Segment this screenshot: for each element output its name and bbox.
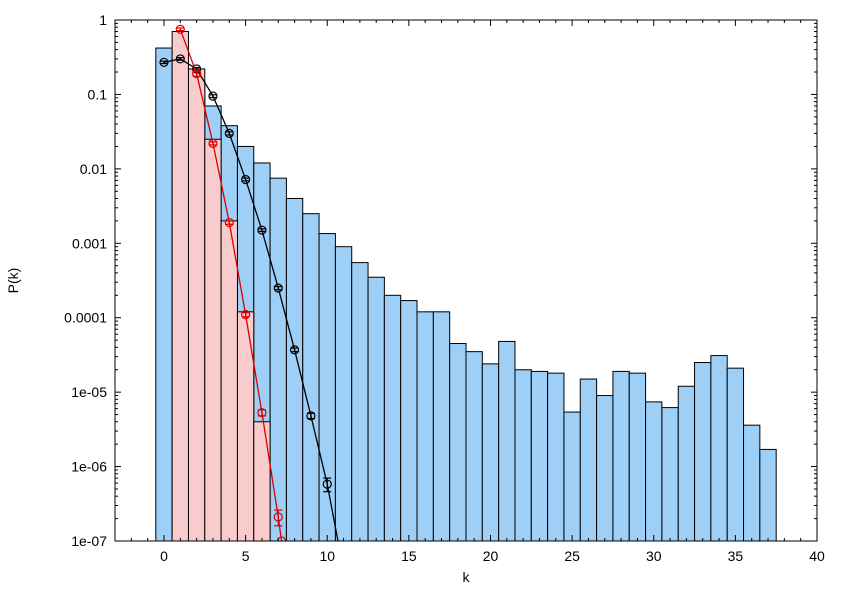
bar-blue-23 — [530, 370, 549, 541]
bar-blue-32 — [677, 385, 696, 541]
point-2-3 — [208, 91, 218, 101]
y-tick-label-6: 0.1 — [88, 86, 108, 102]
x-tick-label-25: 25 — [564, 548, 580, 564]
bar-blue-15 — [400, 300, 418, 541]
x-tick-label-15: 15 — [401, 548, 417, 564]
point-3-4 — [224, 217, 234, 228]
x-tick-label-40: 40 — [809, 548, 825, 564]
point-2-7 — [273, 283, 283, 293]
point-2-9 — [306, 411, 316, 421]
bar-blue-21 — [498, 340, 516, 541]
bar-blue-10 — [318, 233, 336, 541]
bar-blue-14 — [383, 294, 402, 541]
y-tick-label-7: 1 — [99, 12, 107, 28]
bar-pink-4 — [220, 220, 238, 541]
bar-pink-1 — [171, 31, 189, 541]
bar-blue-11 — [334, 246, 353, 541]
bar-blue-18 — [449, 343, 467, 541]
ticks-layer: 0 5 10 15 20 25 30 35 40 1e-07 1e-06 1e-05 0.0001 0.0… — [64, 12, 825, 564]
bar-blue-36 — [743, 424, 761, 541]
series-line-3 — [179, 29, 283, 541]
x-tick-label-35: 35 — [728, 548, 744, 564]
point-2-0 — [159, 57, 169, 67]
bar-blue-17 — [432, 311, 451, 541]
point-3-2 — [192, 69, 202, 79]
y-tick-label-5: 0.01 — [80, 161, 107, 177]
x-tick-label-10: 10 — [319, 548, 335, 564]
bar-blue-33 — [694, 362, 712, 541]
bar-blue-35 — [726, 367, 745, 541]
bar-blue-9 — [302, 213, 320, 541]
bar-blue-26 — [579, 378, 598, 541]
bar-blue-28 — [612, 370, 630, 541]
point-2-1 — [175, 54, 185, 64]
bar-blue-31 — [661, 407, 679, 541]
bar-blue-24 — [547, 372, 565, 541]
point-3-5 — [241, 310, 251, 320]
bar-blue-27 — [596, 395, 614, 541]
bar-blue-20 — [481, 363, 500, 541]
point-2-6 — [257, 225, 267, 235]
bar-blue-34 — [710, 355, 728, 541]
bar-blue-22 — [514, 369, 532, 541]
point-2-4 — [224, 128, 234, 138]
x-tick-label-20: 20 — [483, 548, 499, 564]
point-2-10 — [322, 479, 332, 489]
x-tick-label-30: 30 — [646, 548, 662, 564]
point-3-6 — [257, 408, 267, 418]
y-tick-label-0: 1e-07 — [71, 533, 107, 549]
bar-blue-37 — [759, 448, 777, 541]
bar-blue-0 — [155, 47, 173, 541]
point-3-1 — [175, 24, 185, 34]
x-axis-label: k — [463, 569, 471, 585]
x-tick-label-5: 5 — [242, 548, 250, 564]
bar-blue-12 — [351, 262, 369, 541]
y-tick-label-1: 1e-06 — [71, 459, 107, 475]
bar-blue-16 — [416, 311, 434, 541]
y-tick-label-2: 1e-05 — [71, 384, 107, 400]
point-2-8 — [289, 345, 300, 355]
point-3-7 — [273, 512, 283, 522]
y-tick-label-3: 0.0001 — [64, 310, 107, 326]
y-tick-label-4: 0.001 — [72, 235, 107, 251]
bar-blue-7 — [269, 177, 287, 541]
bar-blue-13 — [367, 276, 385, 541]
bar-blue-30 — [645, 401, 663, 541]
x-tick-label-0: 0 — [160, 548, 168, 564]
plot-frame — [114, 19, 818, 542]
point-3-3 — [208, 138, 218, 148]
bar-blue-25 — [563, 411, 581, 541]
bar-pink-2 — [187, 68, 206, 541]
overlay-bars-layer — [171, 31, 271, 541]
y-axis-label: P(k) — [5, 268, 21, 294]
point-2-5 — [241, 174, 251, 185]
bar-blue-19 — [465, 351, 483, 541]
bar-pink-6 — [253, 421, 271, 541]
point-3-7.2 — [276, 536, 287, 541]
bar-blue-29 — [628, 372, 647, 541]
bar-blue-8 — [285, 197, 304, 541]
lines-layer — [159, 24, 339, 541]
bar-pink-3 — [204, 138, 222, 541]
